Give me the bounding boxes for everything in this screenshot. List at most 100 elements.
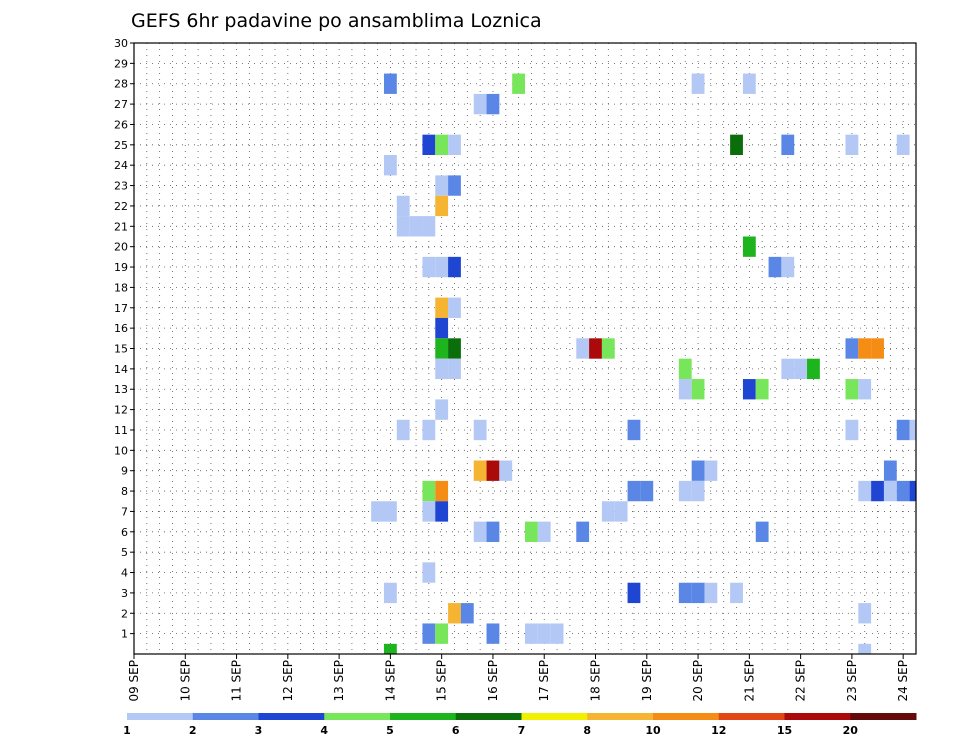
legend-label: 5 xyxy=(386,724,394,737)
y-tick-label: 13 xyxy=(114,383,128,396)
heatmap-cell xyxy=(435,134,449,156)
legend-label: 4 xyxy=(320,724,328,737)
heatmap-cell xyxy=(704,460,718,481)
heatmap-cell xyxy=(448,175,461,196)
legend-label: 12 xyxy=(711,724,726,737)
heatmap-cell xyxy=(473,93,487,115)
heatmap-cell xyxy=(448,358,461,380)
y-tick-label: 1 xyxy=(121,628,128,641)
heatmap-cell xyxy=(781,134,795,156)
y-tick-label: 23 xyxy=(114,180,128,193)
heatmap-cell xyxy=(896,134,910,156)
x-tick-label: 16 SEP xyxy=(486,660,500,702)
legend-label: 6 xyxy=(452,724,460,737)
heatmap-cell xyxy=(589,338,602,359)
heatmap-cell xyxy=(742,73,756,94)
heatmap-cell xyxy=(383,643,397,654)
heatmap-cell xyxy=(435,317,449,339)
heatmap-cell xyxy=(422,623,436,644)
heatmap-cell xyxy=(678,582,692,604)
legend-swatch xyxy=(850,713,917,720)
y-tick-label: 19 xyxy=(114,261,128,274)
y-tick-label: 12 xyxy=(114,404,128,417)
heatmap-cell xyxy=(627,480,641,502)
heatmap-cell xyxy=(486,521,500,542)
x-tick-label: 19 SEP xyxy=(640,660,654,702)
y-tick-label: 9 xyxy=(121,465,128,478)
legend-swatch xyxy=(653,713,720,720)
heatmap-cell xyxy=(435,501,449,522)
heatmap-cell xyxy=(525,623,538,644)
heatmap-cell xyxy=(460,603,474,624)
heatmap-cell xyxy=(383,155,397,176)
heatmap-cell xyxy=(499,460,513,481)
y-tick-label: 14 xyxy=(114,363,128,376)
legend-swatch xyxy=(587,713,654,720)
heatmap-cell xyxy=(678,379,692,400)
y-tick-label: 17 xyxy=(114,302,128,315)
heatmap-cell xyxy=(768,256,782,278)
y-tick-label: 5 xyxy=(121,546,128,559)
legend-swatch xyxy=(718,713,785,720)
x-tick-label: 17 SEP xyxy=(537,660,551,702)
y-tick-label: 21 xyxy=(114,220,128,233)
legend-label: 10 xyxy=(645,724,661,737)
heatmap-cell xyxy=(422,419,436,441)
heatmap-cell xyxy=(448,338,461,359)
heatmap-cell xyxy=(435,297,449,318)
y-tick-label: 7 xyxy=(121,505,128,518)
heatmap-cell xyxy=(858,480,872,502)
heatmap-cell xyxy=(435,256,449,278)
chart-title: GEFS 6hr padavine po ansamblima Loznica xyxy=(131,10,542,32)
heatmap-cell xyxy=(601,501,615,522)
y-tick-label: 16 xyxy=(114,322,128,335)
heatmap-cell xyxy=(435,480,449,502)
heatmap-cell xyxy=(755,379,769,400)
heatmap-cell xyxy=(435,623,449,644)
heatmap-cell xyxy=(909,419,916,441)
heatmap-cell xyxy=(396,419,410,441)
x-tick-label: 23 SEP xyxy=(845,660,859,702)
heatmap-cell xyxy=(845,379,859,400)
heatmap-cell xyxy=(678,358,692,380)
legend-swatch xyxy=(521,713,588,720)
heatmap-cell xyxy=(883,460,897,481)
heatmap-cell xyxy=(730,134,743,156)
heatmap-cell xyxy=(691,379,705,400)
heatmap-cell xyxy=(883,480,897,502)
heatmap-cell xyxy=(396,195,410,217)
y-tick-label: 28 xyxy=(114,78,128,91)
legend-swatch xyxy=(258,713,325,720)
y-tick-label: 30 xyxy=(114,37,128,50)
legend-swatch xyxy=(390,713,457,720)
heatmap-cell xyxy=(409,216,423,237)
legend-label: 15 xyxy=(777,724,792,737)
heatmap-cell xyxy=(691,73,705,94)
legend-label: 7 xyxy=(518,724,526,737)
heatmap-cell xyxy=(473,460,487,481)
y-tick-label: 25 xyxy=(114,139,128,152)
heatmap-cell xyxy=(781,256,795,278)
legend-swatch xyxy=(192,713,259,720)
heatmap-cell xyxy=(473,521,487,542)
y-tick-label: 15 xyxy=(114,343,128,356)
y-tick-label: 24 xyxy=(114,159,128,172)
y-tick-label: 2 xyxy=(121,607,128,620)
heatmap-cell xyxy=(871,480,884,502)
x-tick-label: 15 SEP xyxy=(435,660,449,702)
heatmap-cell xyxy=(781,358,795,380)
heatmap-cell xyxy=(742,379,756,400)
heatmap-cell xyxy=(614,501,628,522)
legend-swatch xyxy=(324,713,391,720)
x-tick-label: 12 SEP xyxy=(281,660,295,702)
heatmap-cell xyxy=(858,643,872,654)
heatmap-cell xyxy=(525,521,538,542)
heatmap-cells xyxy=(371,73,916,654)
x-tick-label: 09 SEP xyxy=(127,660,141,702)
y-tick-label: 4 xyxy=(121,567,128,580)
heatmap-cell xyxy=(448,134,461,156)
heatmap-cell xyxy=(486,460,500,481)
heatmap-cell xyxy=(730,582,743,604)
heatmap-cell xyxy=(640,480,654,502)
heatmap-cell xyxy=(383,501,397,522)
